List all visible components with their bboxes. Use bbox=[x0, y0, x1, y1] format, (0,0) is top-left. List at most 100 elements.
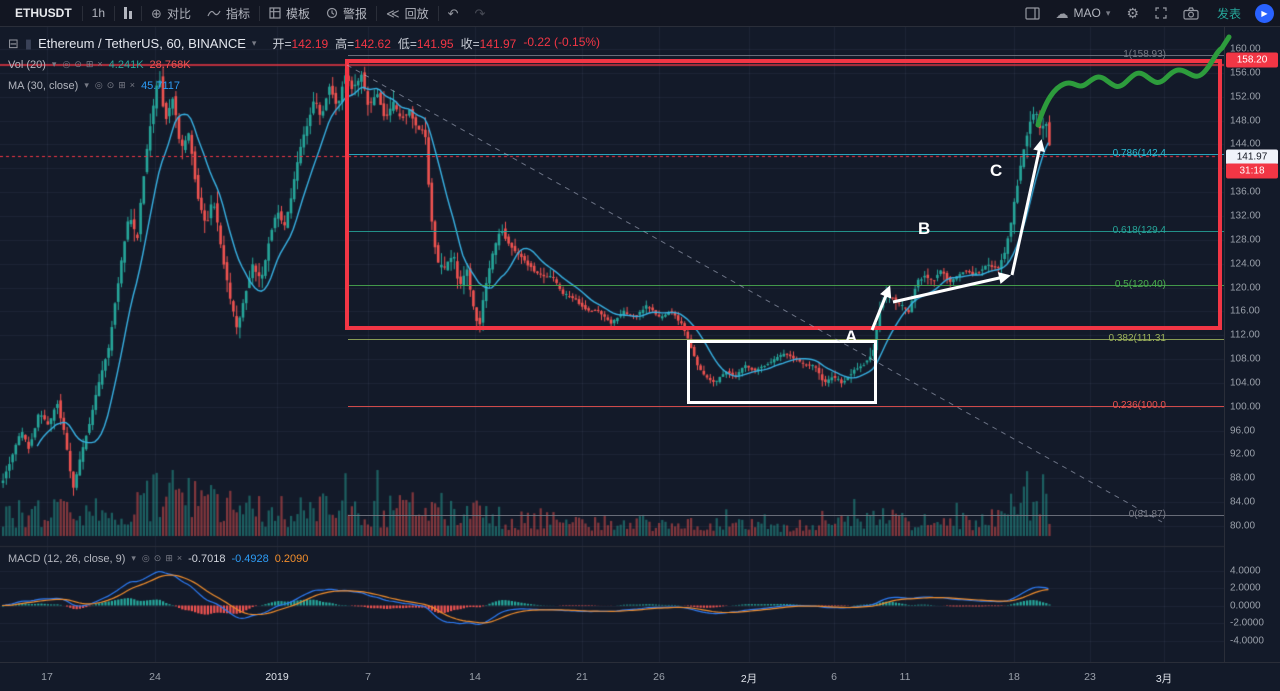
interval-button[interactable]: 1h bbox=[91, 6, 106, 20]
time-tick-label[interactable]: 6 bbox=[831, 671, 837, 683]
candlestick-icon bbox=[124, 7, 133, 19]
price-tick-label: 100.00 bbox=[1230, 401, 1261, 413]
open-label: 开= bbox=[272, 37, 292, 51]
price-tick-label: 160.00 bbox=[1230, 43, 1261, 55]
separator bbox=[81, 5, 83, 21]
replay-label: 回放 bbox=[404, 6, 429, 21]
price-tick-label: 84.00 bbox=[1230, 496, 1256, 508]
time-tick-label[interactable]: 17 bbox=[41, 671, 53, 683]
publish-idea-button[interactable]: ▶ bbox=[1255, 3, 1274, 23]
time-tick-label[interactable]: 3月 bbox=[1155, 673, 1173, 685]
settings-icon[interactable]: ⊙ bbox=[106, 80, 115, 90]
publish-button[interactable]: 发表 bbox=[1216, 6, 1241, 21]
remove-icon[interactable]: × bbox=[176, 553, 183, 563]
indicators-label: 指标 bbox=[225, 6, 250, 21]
macd-legend-row: MACD (12, 26, close, 9) ▾ ◎ ⊙ ⊞ × -0.701… bbox=[8, 548, 308, 569]
redo-button[interactable]: ↷ bbox=[467, 0, 494, 26]
more-icon[interactable]: ⊞ bbox=[118, 80, 126, 90]
macd-hist-value: -0.7018 bbox=[188, 552, 226, 565]
alerts-button[interactable]: 警报 bbox=[318, 0, 375, 26]
indicator-wave-icon bbox=[207, 10, 221, 17]
macd-legend: MACD (12, 26, close, 9) ▾ ◎ ⊙ ⊞ × -0.701… bbox=[8, 548, 308, 569]
visibility-icon[interactable]: ◎ bbox=[62, 59, 71, 69]
bar-countdown-badge: 31:18 bbox=[1226, 163, 1278, 178]
plus-circle-icon: ⊕ bbox=[151, 5, 162, 21]
price-tick-label: 104.00 bbox=[1230, 377, 1261, 389]
separator bbox=[437, 5, 439, 21]
time-tick-label[interactable]: 24 bbox=[149, 671, 161, 683]
time-tick-label[interactable]: 18 bbox=[1008, 671, 1020, 683]
fullscreen-button[interactable] bbox=[1147, 0, 1175, 26]
last-price-badge: 141.97 bbox=[1226, 149, 1278, 164]
close-value: 141.97 bbox=[479, 37, 517, 51]
camera-icon bbox=[1183, 6, 1199, 20]
cloud-layout-button[interactable]: ☁ MAO ▾ bbox=[1048, 0, 1119, 26]
indicator-controls: ◎ ⊙ ⊞ × bbox=[95, 80, 135, 91]
time-tick-label[interactable]: 21 bbox=[576, 671, 588, 683]
fullscreen-icon bbox=[1155, 7, 1167, 19]
layout-panel-button[interactable] bbox=[1017, 0, 1048, 26]
settings-icon[interactable]: ⊙ bbox=[153, 553, 162, 563]
price-tick-label: 132.00 bbox=[1230, 210, 1261, 222]
snapshot-button[interactable] bbox=[1175, 0, 1207, 26]
time-tick-label[interactable]: 23 bbox=[1084, 671, 1096, 683]
price-tick-label: 92.00 bbox=[1230, 448, 1256, 460]
volume-legend-row: Vol (20) ▾ ◎ ⊙ ⊞ × 4.241K 28.768K bbox=[8, 54, 600, 75]
chart-area[interactable]: 1(158.93) 0.786(142.4 0.618(129.4 0.5(120.4… bbox=[0, 27, 1280, 691]
symbol-title[interactable]: Ethereum / TetherUS, 60, BINANCE bbox=[38, 36, 246, 51]
settings-button[interactable]: ⚙ bbox=[1118, 0, 1147, 26]
volume-indicator-name[interactable]: Vol (20) bbox=[8, 58, 46, 71]
more-icon[interactable]: ⊞ bbox=[165, 553, 173, 563]
chart-style-button[interactable] bbox=[116, 0, 140, 26]
undo-button[interactable]: ↶ bbox=[440, 0, 467, 26]
macd-tick-label: 2.0000 bbox=[1230, 582, 1261, 594]
macd-indicator-name[interactable]: MACD (12, 26, close, 9) bbox=[8, 552, 126, 565]
time-tick-label[interactable]: 7 bbox=[365, 671, 371, 683]
macd-tick-label: -4.0000 bbox=[1230, 635, 1264, 646]
redo-icon: ↷ bbox=[474, 5, 486, 21]
chevron-down-icon[interactable]: ▾ bbox=[251, 38, 257, 48]
time-tick-label[interactable]: 11 bbox=[899, 671, 911, 683]
visibility-icon[interactable]: ◎ bbox=[141, 553, 150, 563]
settings-icon[interactable]: ⊙ bbox=[74, 59, 82, 69]
remove-icon[interactable]: × bbox=[97, 59, 103, 69]
bookmark-icon[interactable]: ▮ bbox=[24, 36, 33, 51]
symbol-button[interactable]: ETHUSDT bbox=[15, 6, 72, 20]
alarm-clock-icon bbox=[326, 7, 338, 19]
time-tick-label[interactable]: 26 bbox=[653, 671, 665, 683]
close-label: 收= bbox=[460, 37, 480, 51]
compare-button[interactable]: ⊕ 对比 bbox=[143, 0, 199, 26]
ma-legend-row: MA (30, close) ▾ ◎ ⊙ ⊞ × 45.7117 bbox=[8, 75, 600, 96]
chart-legend: ⊟ ▮ Ethereum / TetherUS, 60, BINANCE ▾ 开… bbox=[8, 33, 600, 96]
indicators-button[interactable]: 指标 bbox=[199, 0, 258, 26]
chevron-down-icon: ▾ bbox=[84, 80, 89, 90]
price-tick-label: 148.00 bbox=[1230, 115, 1261, 127]
time-tick-label[interactable]: 2月 bbox=[740, 673, 758, 685]
ma-indicator-name[interactable]: MA (30, close) bbox=[8, 79, 79, 92]
top-toolbar: ETHUSDT 1h ⊕ 对比 指标 模板 警报 ≪ 回放 ↶ bbox=[0, 0, 1280, 27]
low-label: 低= bbox=[397, 37, 417, 51]
time-axis[interactable]: 17 24 2019 7 14 21 26 2月 6 11 18 23 3月 bbox=[0, 662, 1280, 691]
price-tick-label: 120.00 bbox=[1230, 282, 1261, 293]
undo-icon: ↶ bbox=[447, 5, 459, 21]
more-icon[interactable]: ⊞ bbox=[85, 59, 94, 69]
remove-icon[interactable]: × bbox=[129, 80, 136, 90]
templates-button[interactable]: 模板 bbox=[261, 0, 318, 26]
price-axis[interactable]: 158.20 141.97 31:18 160.00 156.00 152.00 14… bbox=[1224, 27, 1280, 662]
window-icon[interactable]: ⊟ bbox=[8, 36, 19, 51]
macd-tick-label: 0.0000 bbox=[1230, 600, 1261, 611]
time-tick-label[interactable]: 14 bbox=[469, 671, 481, 683]
time-tick-label[interactable]: 2019 bbox=[265, 671, 289, 683]
visibility-icon[interactable]: ◎ bbox=[94, 80, 103, 90]
price-tick-label: 128.00 bbox=[1230, 234, 1261, 246]
volume-value: 4.241K bbox=[108, 58, 144, 71]
compare-label: 对比 bbox=[166, 6, 191, 21]
low-value: 141.95 bbox=[416, 37, 454, 51]
indicator-controls: ◎ ⊙ ⊞ × bbox=[142, 553, 182, 564]
ma-value: 45.7117 bbox=[141, 79, 181, 92]
replay-button[interactable]: ≪ 回放 bbox=[378, 0, 437, 26]
toolbar-right: ☁ MAO ▾ ⚙ 发表 ▶ bbox=[1017, 0, 1274, 26]
alert-price-badge: 158.20 bbox=[1226, 52, 1278, 68]
chevron-down-icon: ▾ bbox=[131, 553, 136, 563]
play-icon: ▶ bbox=[1261, 8, 1268, 18]
